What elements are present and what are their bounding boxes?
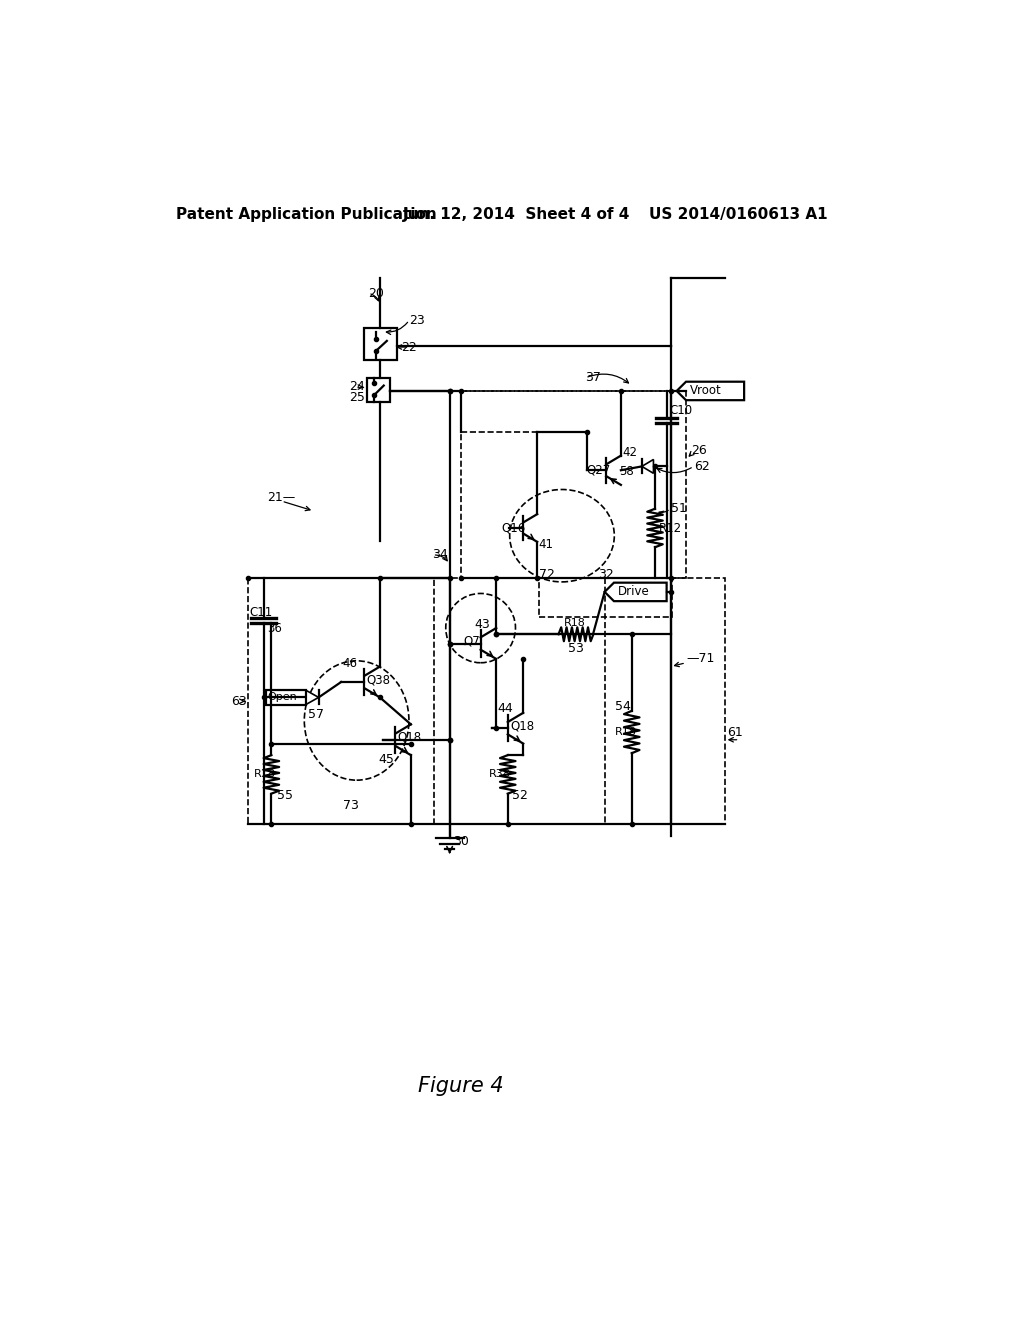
Text: 44: 44 xyxy=(497,702,513,714)
Text: 21—: 21— xyxy=(267,491,296,504)
Text: R18: R18 xyxy=(563,618,586,628)
Text: 46: 46 xyxy=(343,657,357,671)
Bar xyxy=(461,391,686,578)
Text: US 2014/0160613 A1: US 2014/0160613 A1 xyxy=(649,207,827,222)
Text: 41: 41 xyxy=(539,539,554,552)
Bar xyxy=(450,578,671,825)
Polygon shape xyxy=(306,690,318,705)
Text: R18: R18 xyxy=(254,770,275,779)
Text: 34: 34 xyxy=(432,548,449,561)
Text: 20: 20 xyxy=(369,286,384,300)
Text: Q27: Q27 xyxy=(587,463,611,477)
Text: 45: 45 xyxy=(378,754,394,767)
Bar xyxy=(604,578,725,825)
Text: 30: 30 xyxy=(454,834,469,847)
Text: 61: 61 xyxy=(727,726,742,739)
Bar xyxy=(248,578,434,825)
Text: 62: 62 xyxy=(693,459,710,473)
Text: 53: 53 xyxy=(568,642,584,655)
Bar xyxy=(539,578,672,616)
Text: 32: 32 xyxy=(598,569,614,582)
Text: C11: C11 xyxy=(250,606,273,619)
Text: —71: —71 xyxy=(686,652,715,665)
Text: 63: 63 xyxy=(231,694,247,708)
Bar xyxy=(266,690,306,705)
Text: 26: 26 xyxy=(690,445,707,458)
Text: 54: 54 xyxy=(614,700,631,713)
Text: Vroot: Vroot xyxy=(690,384,722,397)
Text: 72: 72 xyxy=(539,568,555,581)
Text: Q18: Q18 xyxy=(397,731,422,744)
Polygon shape xyxy=(642,459,653,474)
Text: Q18: Q18 xyxy=(510,719,535,733)
Text: 55: 55 xyxy=(276,789,293,803)
Text: 43: 43 xyxy=(474,618,490,631)
Text: Patent Application Publication: Patent Application Publication xyxy=(176,207,437,222)
Polygon shape xyxy=(604,582,667,601)
Text: 57: 57 xyxy=(308,708,324,721)
Text: Q16: Q16 xyxy=(502,521,525,535)
Text: 42: 42 xyxy=(623,446,638,459)
Text: R38: R38 xyxy=(488,770,510,779)
Text: R18: R18 xyxy=(614,727,637,737)
Text: Drive: Drive xyxy=(617,585,649,598)
Text: 25: 25 xyxy=(349,391,365,404)
Text: 36: 36 xyxy=(267,622,283,635)
Text: 24: 24 xyxy=(349,380,365,393)
Text: 52: 52 xyxy=(512,789,528,803)
Text: 22: 22 xyxy=(400,341,417,354)
Text: 23: 23 xyxy=(410,314,425,326)
Text: R12: R12 xyxy=(658,521,682,535)
Polygon shape xyxy=(677,381,744,400)
Text: Jun. 12, 2014  Sheet 4 of 4: Jun. 12, 2014 Sheet 4 of 4 xyxy=(403,207,631,222)
Bar xyxy=(365,327,397,360)
Text: Open: Open xyxy=(267,693,297,702)
Text: 37: 37 xyxy=(586,371,601,384)
Text: 58: 58 xyxy=(620,465,634,478)
Bar xyxy=(367,378,390,403)
Text: Q38: Q38 xyxy=(367,673,391,686)
Text: 73: 73 xyxy=(343,799,359,812)
Text: 51: 51 xyxy=(671,502,686,515)
Text: Q7: Q7 xyxy=(464,635,480,648)
Text: C10: C10 xyxy=(670,404,693,417)
Text: Figure 4: Figure 4 xyxy=(419,1076,504,1096)
